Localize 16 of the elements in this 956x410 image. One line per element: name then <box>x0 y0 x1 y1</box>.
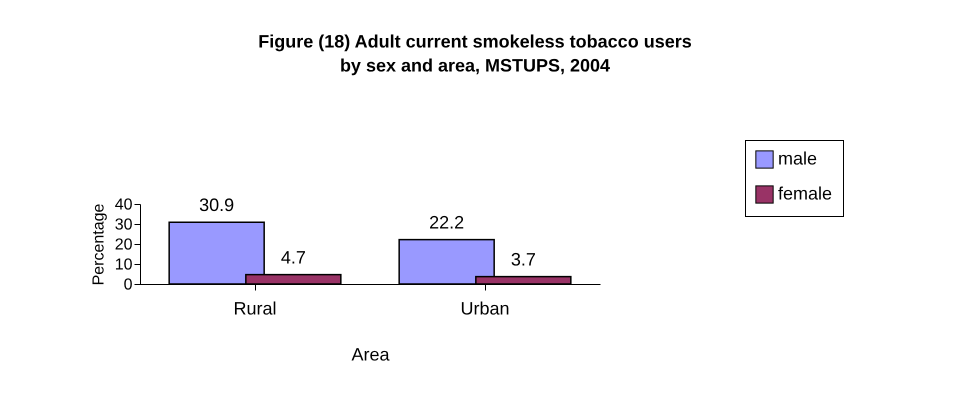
data-label: 3.7 <box>510 250 536 270</box>
x-tick-label: Rural <box>233 298 277 318</box>
x-tick-label: Urban <box>460 298 510 318</box>
x-axis-title: Area <box>351 344 390 364</box>
y-tick-label: 10 <box>114 256 133 274</box>
y-axis-title: Percentage <box>90 203 108 286</box>
y-tick-label: 30 <box>114 216 133 234</box>
data-label: 30.9 <box>199 195 234 216</box>
legend-label: female <box>778 184 832 204</box>
y-tick-label: 0 <box>124 276 133 294</box>
data-label: 22.2 <box>429 212 464 233</box>
y-tick-label: 40 <box>114 196 133 214</box>
y-tick-label: 20 <box>114 236 133 254</box>
legend-label: male <box>778 148 818 168</box>
data-label: 4.7 <box>280 248 306 268</box>
chart-title: Figure (18) Adult current smokeless tobacco users by sex and area, MSTUPS, 2004 <box>258 32 692 76</box>
